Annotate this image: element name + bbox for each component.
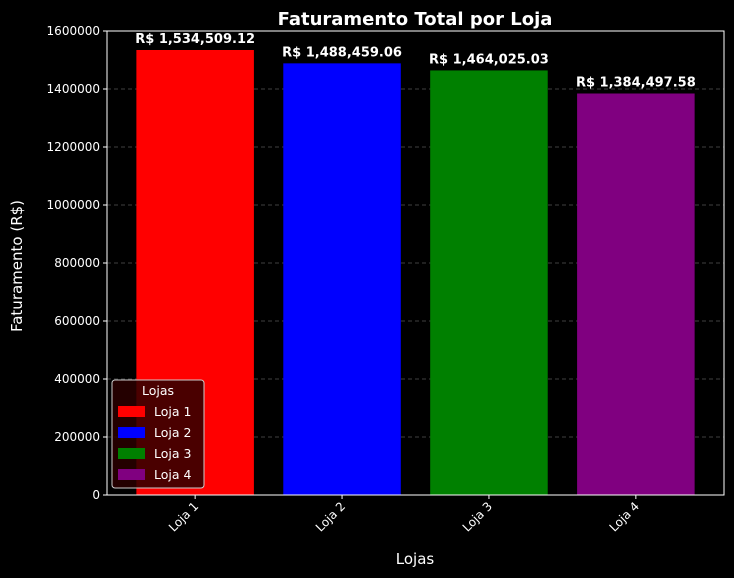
x-tick-label: Loja 3 <box>460 499 495 534</box>
legend-label-3: Loja 3 <box>154 446 191 461</box>
chart-title: Faturamento Total por Loja <box>278 9 553 30</box>
y-tick-label: 0 <box>92 488 100 502</box>
legend-swatch-3 <box>118 448 145 459</box>
y-tick-label: 1000000 <box>47 198 100 212</box>
y-tick-label: 400000 <box>54 372 100 386</box>
bar-4 <box>577 93 695 496</box>
y-tick-label: 1200000 <box>47 140 100 154</box>
legend-title: Lojas <box>142 383 174 398</box>
y-tick-label: 1600000 <box>47 24 100 38</box>
legend-entries: Loja 1 Loja 2 Loja 3 Loja 4 <box>118 404 191 482</box>
bar-2 <box>283 63 401 496</box>
y-tick-label: 600000 <box>54 314 100 328</box>
data-label-1: R$ 1,534,509.12 <box>135 32 255 47</box>
bar-3 <box>430 70 548 495</box>
legend-swatch-1 <box>118 406 145 417</box>
x-axis-ticks: Loja 1 Loja 2 Loja 3 Loja 4 <box>166 495 642 535</box>
data-labels: R$ 1,534,509.12 R$ 1,488,459.06 R$ 1,464,0… <box>135 32 696 91</box>
bars <box>136 49 695 496</box>
data-label-2: R$ 1,488,459.06 <box>282 45 402 60</box>
x-tick-label: Loja 4 <box>607 499 642 534</box>
legend-label-4: Loja 4 <box>154 467 191 482</box>
legend-label-2: Loja 2 <box>154 425 191 440</box>
y-tick-label: 1400000 <box>47 82 100 96</box>
y-tick-label: 800000 <box>54 256 100 270</box>
y-axis-label: Faturamento (R$) <box>8 200 26 332</box>
y-tick-label: 200000 <box>54 430 100 444</box>
x-tick-label: Loja 1 <box>166 499 201 534</box>
legend-swatch-4 <box>118 469 145 480</box>
x-axis-label: Lojas <box>396 550 435 568</box>
y-axis-ticks: 0 200000 400000 600000 800000 1000000 1200000 1… <box>47 24 107 502</box>
data-label-3: R$ 1,464,025.03 <box>429 52 549 67</box>
x-tick-label: Loja 2 <box>313 499 348 534</box>
data-label-4: R$ 1,384,497.58 <box>576 75 696 90</box>
legend-swatch-2 <box>118 427 145 438</box>
legend-label-1: Loja 1 <box>154 404 191 419</box>
legend: Lojas Loja 1 Loja 2 Loja 3 Loja 4 <box>111 379 205 489</box>
